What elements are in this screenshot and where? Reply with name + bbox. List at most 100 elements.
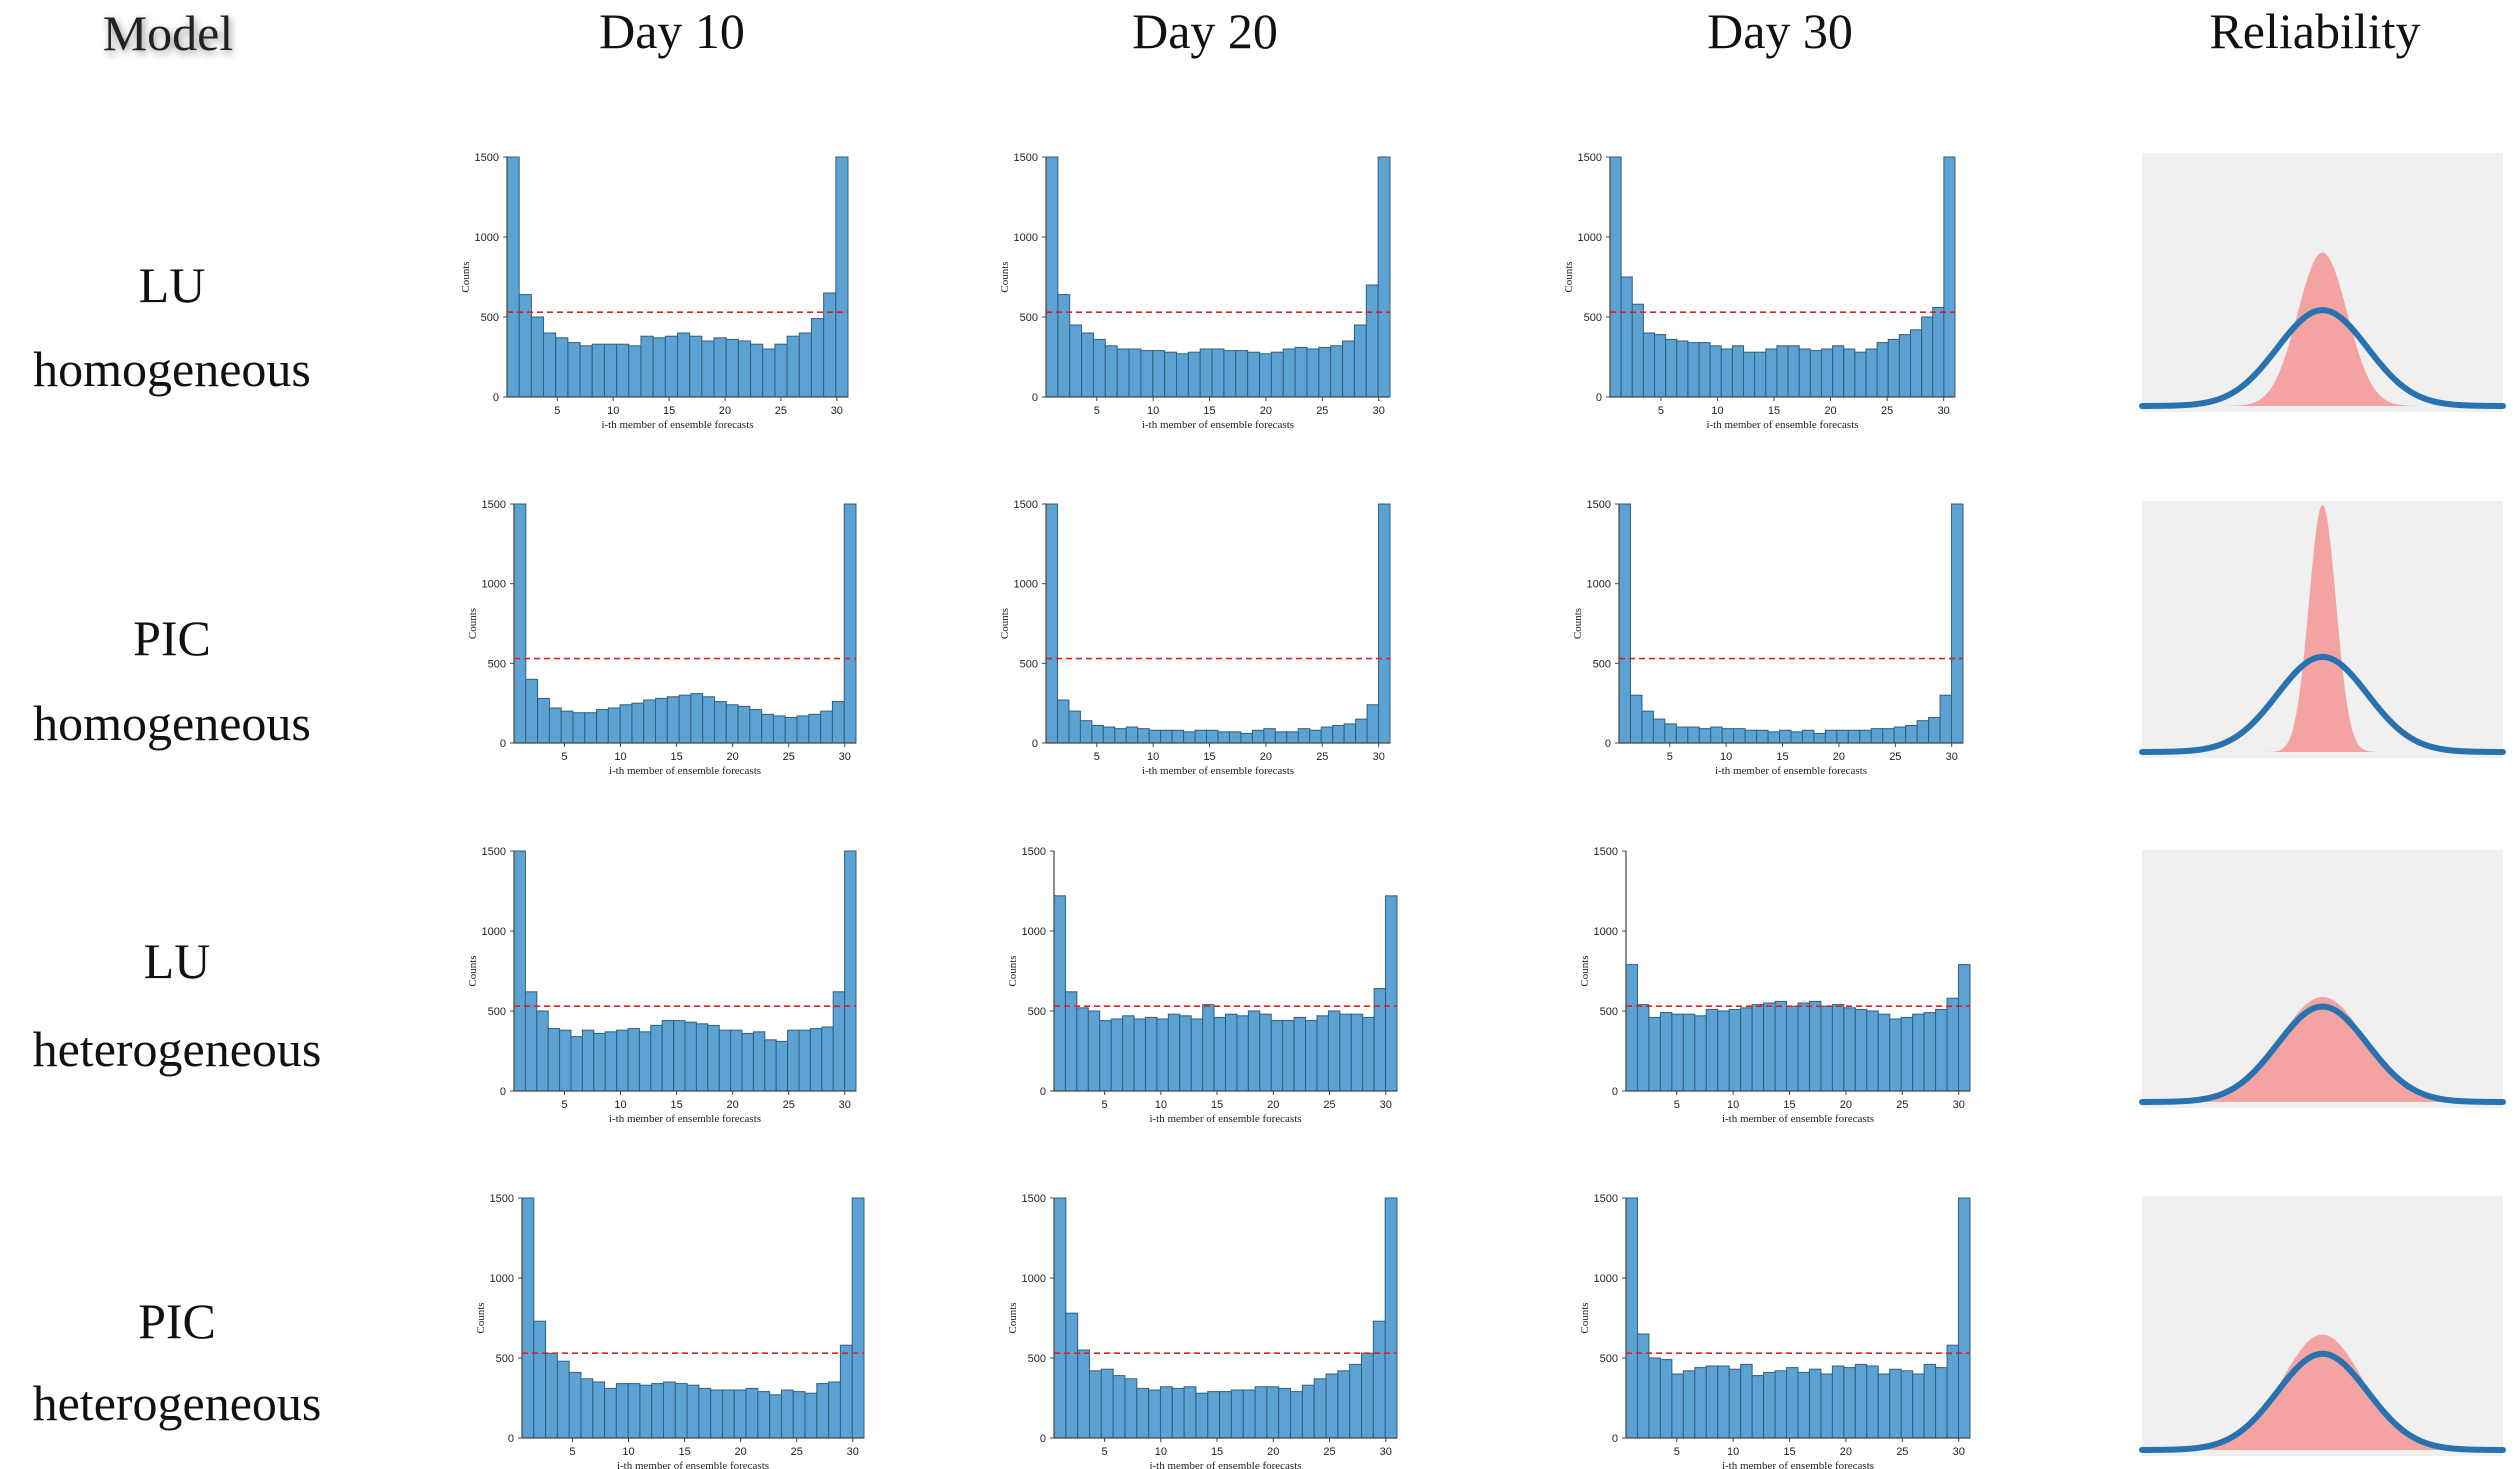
histogram-bar <box>796 715 810 744</box>
reliability-panel <box>2139 501 2506 758</box>
histogram-bar <box>1301 1384 1315 1439</box>
rank-histogram-panel: 0 500 1000 1500 5 10 15 20 25 30 i-th member of en… <box>460 152 849 431</box>
histogram-bar <box>1045 503 1058 744</box>
histogram-bar <box>1935 1008 1948 1092</box>
histogram-bar <box>1642 332 1656 398</box>
histogram-bar <box>1293 1016 1307 1092</box>
histogram-bar <box>816 1383 830 1439</box>
histogram-bar <box>1882 728 1895 744</box>
reliability-panel <box>2139 153 2506 412</box>
histogram-bar <box>1786 1367 1799 1439</box>
histogram-bar <box>809 1028 823 1092</box>
histogram-bar <box>1671 1373 1684 1439</box>
histogram-bar <box>1320 726 1334 744</box>
y-tick-label: 1500 <box>1578 152 1602 164</box>
x-tick-label: 20 <box>1840 1099 1852 1111</box>
y-tick-label: 1500 <box>1594 1193 1618 1205</box>
x-tick-label: 15 <box>1768 405 1780 417</box>
y-axis-label: Counts <box>999 608 1011 639</box>
histogram-bar <box>1731 345 1745 398</box>
x-tick-label: 15 <box>663 405 675 417</box>
histogram-bar <box>1798 348 1811 398</box>
histogram-bar <box>757 1391 771 1439</box>
row-label-model: LU <box>144 933 211 989</box>
histogram-bar <box>851 1197 865 1439</box>
y-tick-label: 0 <box>1612 1433 1618 1445</box>
histogram-bar <box>1909 329 1923 398</box>
y-tick-label: 1500 <box>490 1193 514 1205</box>
reliability-curve <box>2139 307 2506 409</box>
x-tick-label: 20 <box>727 751 739 763</box>
histogram-bar <box>1820 348 1834 398</box>
histogram-bar <box>1832 345 1845 398</box>
histogram-bar <box>1797 1002 1810 1092</box>
histogram-bar <box>718 1029 732 1092</box>
y-tick-label: 500 <box>1020 658 1038 670</box>
histogram-bar <box>1675 726 1689 744</box>
y-tick-label: 1500 <box>475 152 499 164</box>
histogram-bar <box>1865 348 1878 398</box>
histogram-bar <box>1137 728 1150 744</box>
x-tick-label: 5 <box>1667 751 1673 763</box>
y-tick-label: 500 <box>1028 1006 1046 1018</box>
histogram-bar <box>666 696 680 744</box>
histogram-bar <box>1631 303 1644 398</box>
histogram-bar <box>686 1384 700 1439</box>
rank-histogram-panel: 0 500 1000 1500 5 10 15 20 25 30 i-th member of en… <box>1007 846 1398 1125</box>
histogram-bar <box>1065 1312 1079 1439</box>
histogram-bar <box>640 335 654 398</box>
x-tick-label: 30 <box>831 405 843 417</box>
histogram-bar <box>513 850 526 1092</box>
histogram-bar <box>1286 731 1299 744</box>
column-header-day-10: Day 10 <box>599 3 745 59</box>
histogram-bar <box>596 709 609 744</box>
y-tick-label: 1500 <box>1594 846 1618 858</box>
y-tick-label: 0 <box>1040 1433 1046 1445</box>
x-tick-label: 15 <box>1776 751 1788 763</box>
histogram-bar <box>655 697 668 744</box>
histogram-bar <box>628 345 642 398</box>
y-tick-label: 1500 <box>482 846 506 858</box>
histogram-bar <box>1928 717 1941 744</box>
x-tick-label: 30 <box>1946 751 1958 763</box>
y-tick-label: 1000 <box>1578 232 1602 244</box>
x-tick-label: 25 <box>1323 1446 1335 1458</box>
histogram-bar <box>555 337 569 398</box>
histogram-bar <box>1687 342 1700 398</box>
histogram-bar <box>1282 1020 1295 1092</box>
histogram-bar <box>1912 1373 1925 1439</box>
x-tick-label: 10 <box>1727 1099 1739 1111</box>
histogram-bar <box>725 704 739 744</box>
x-tick-label: 20 <box>1267 1099 1279 1111</box>
y-tick-label: 1500 <box>1014 499 1038 511</box>
histogram-bar <box>1866 1010 1879 1092</box>
histogram-bar <box>1751 1375 1765 1439</box>
histogram-bar <box>1946 1344 1960 1439</box>
histogram-bar <box>1820 1373 1833 1439</box>
histogram-bar <box>591 343 605 398</box>
x-tick-label: 5 <box>1094 405 1100 417</box>
y-tick-label: 0 <box>500 1086 506 1098</box>
histogram-bar <box>1152 350 1166 398</box>
histogram-bar <box>1377 156 1391 398</box>
histogram-bar <box>1195 1392 1209 1439</box>
histogram-bar <box>810 318 825 398</box>
histogram-bar <box>1305 1020 1318 1092</box>
x-axis-label: i-th member of ensemble forecasts <box>1149 1113 1301 1125</box>
y-tick-label: 0 <box>1612 1086 1618 1098</box>
histogram-bar <box>1056 699 1070 744</box>
histogram-bar <box>698 1387 712 1439</box>
histogram-bar <box>1774 1000 1788 1092</box>
column-header-day-30: Day 30 <box>1707 3 1853 59</box>
histogram-bar <box>1274 731 1288 744</box>
x-tick-label: 15 <box>1211 1446 1223 1458</box>
histogram-bar <box>1893 726 1907 744</box>
histogram-bar <box>1905 724 1918 744</box>
histogram-bar <box>1183 731 1196 744</box>
histogram-bar <box>1365 284 1379 398</box>
x-tick-label: 25 <box>775 405 787 417</box>
histogram-bar <box>643 699 657 744</box>
histogram-bar <box>1236 1015 1249 1092</box>
histogram-bar <box>1313 1378 1327 1439</box>
